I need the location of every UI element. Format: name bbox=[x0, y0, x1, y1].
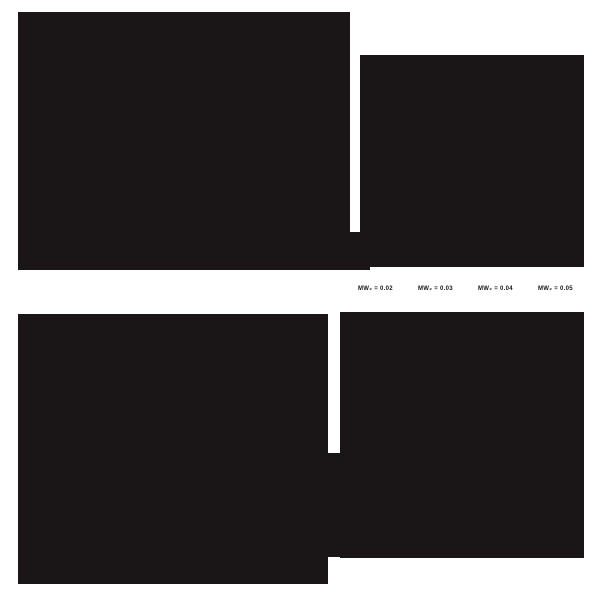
slit-rect bbox=[328, 453, 344, 557]
label-1: MW₂ = 0.02 bbox=[358, 286, 393, 292]
label-2: MW₂ = 0.03 bbox=[418, 286, 453, 292]
label-4: MW₂ = 0.05 bbox=[538, 286, 573, 292]
top-left-rect bbox=[18, 12, 350, 270]
bottom-left-rect bbox=[18, 314, 328, 584]
figure-canvas: MW₂ = 0.02 MW₂ = 0.03 MW₂ = 0.04 MW₂ = 0… bbox=[0, 0, 600, 600]
notch-rect bbox=[350, 232, 370, 270]
bottom-right-rect bbox=[340, 312, 584, 558]
label-3: MW₂ = 0.04 bbox=[478, 286, 513, 292]
top-right-rect bbox=[360, 55, 584, 267]
